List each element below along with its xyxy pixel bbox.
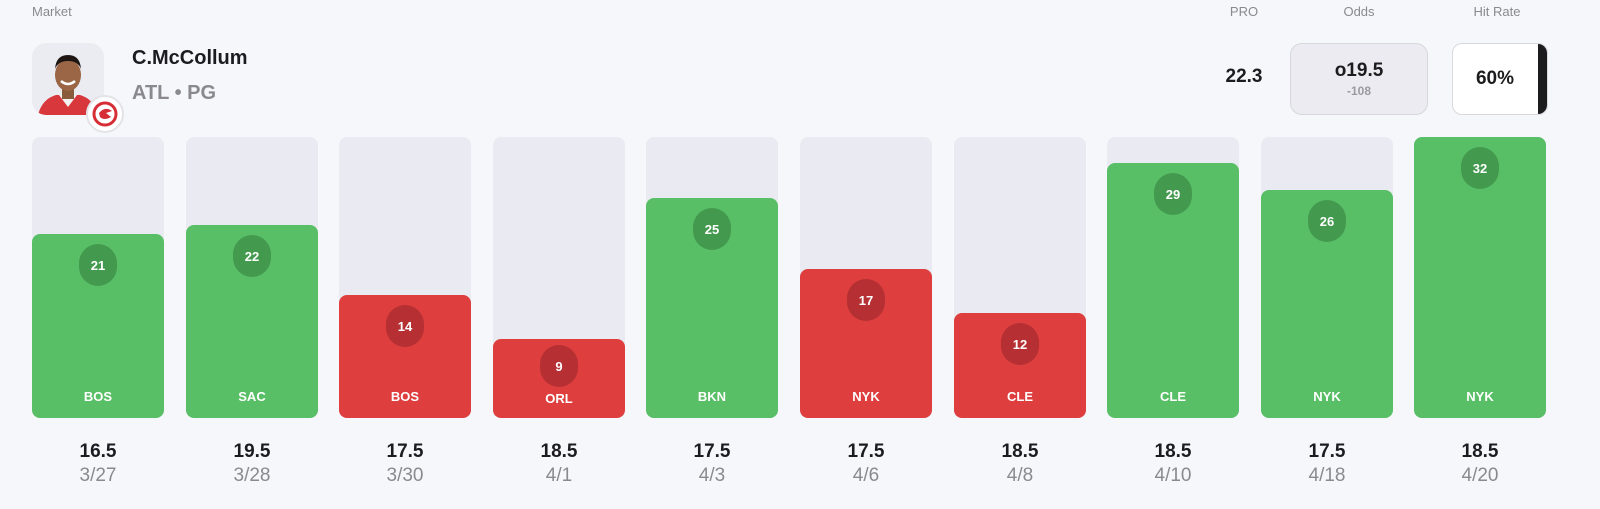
odds-column-label: Odds — [1343, 4, 1375, 19]
game-bar-over: 21 BOS — [32, 234, 164, 418]
prop-line-value: 17.5 — [386, 441, 424, 462]
game-bar-under: 14 BOS — [339, 295, 471, 418]
stat-value-badge: 17 — [847, 279, 885, 321]
opponent-label: ORL — [545, 391, 573, 406]
game-bar-over: 32 NYK — [1414, 137, 1546, 418]
game-bar-column[interactable]: 25 BKN — [646, 137, 778, 418]
stat-value-badge: 26 — [1308, 200, 1346, 242]
player-avatar — [32, 43, 124, 133]
game-bar-over: 25 BKN — [646, 198, 778, 418]
game-footer-item: 18.5 4/8 — [954, 441, 1086, 487]
game-bar-column[interactable]: 17 NYK — [800, 137, 932, 418]
prop-line-value: 19.5 — [233, 441, 271, 462]
player-name: C.McCollum — [132, 47, 248, 69]
game-date: 4/1 — [545, 465, 573, 486]
game-date: 4/10 — [1154, 465, 1192, 486]
game-date: 3/30 — [386, 465, 424, 486]
hit-rate-box[interactable]: 60% — [1452, 43, 1548, 115]
game-footer-item: 19.5 3/28 — [186, 441, 318, 487]
game-bar-over: 26 NYK — [1261, 190, 1393, 418]
stat-value-badge: 25 — [693, 208, 731, 250]
game-bar-column[interactable]: 9 ORL — [493, 137, 625, 418]
game-bar-over: 29 CLE — [1107, 163, 1239, 418]
hit-rate-column-label: Hit Rate — [1473, 4, 1521, 19]
prop-line-value: 17.5 — [1308, 441, 1346, 462]
pro-projection-value: 22.3 — [1225, 66, 1263, 87]
game-log-chart: 21 BOS 22 SAC 14 BOS 9 ORL 25 BKN 17 NYK 12 CLE 29 CLE 2… — [32, 137, 1548, 418]
game-footer-item: 18.5 4/1 — [493, 441, 625, 487]
game-bar-column[interactable]: 26 NYK — [1261, 137, 1393, 418]
game-date: 4/20 — [1461, 465, 1499, 486]
game-date: 4/6 — [852, 465, 880, 486]
odds-button[interactable]: o19.5 -108 — [1290, 43, 1428, 115]
hit-rate-indicator — [1538, 44, 1547, 114]
opponent-label: SAC — [238, 389, 266, 404]
stat-value-badge: 14 — [386, 305, 424, 347]
game-bar-column[interactable]: 29 CLE — [1107, 137, 1239, 418]
stat-value-badge: 29 — [1154, 173, 1192, 215]
game-footer-item: 18.5 4/10 — [1107, 441, 1239, 487]
game-bar-under: 17 NYK — [800, 269, 932, 418]
game-footer-item: 17.5 4/3 — [646, 441, 778, 487]
stat-value-badge: 32 — [1461, 147, 1499, 189]
opponent-label: CLE — [1160, 389, 1186, 404]
pro-column-label: PRO — [1229, 4, 1259, 19]
game-bar-column[interactable]: 32 NYK — [1414, 137, 1546, 418]
game-bar-under: 12 CLE — [954, 313, 1086, 418]
game-date: 3/27 — [79, 465, 117, 486]
game-date: 4/18 — [1308, 465, 1346, 486]
stat-value-badge: 21 — [79, 244, 117, 286]
player-team-position: ATL • PG — [132, 82, 217, 104]
opponent-label: CLE — [1007, 389, 1033, 404]
game-footer-item: 18.5 4/20 — [1414, 441, 1546, 487]
prop-line-value: 18.5 — [1154, 441, 1192, 462]
opponent-label: BOS — [83, 389, 113, 404]
game-bar-column[interactable]: 21 BOS — [32, 137, 164, 418]
opponent-label: NYK — [1313, 389, 1341, 404]
odds-line: o19.5 — [1334, 60, 1384, 81]
game-bar-column[interactable]: 14 BOS — [339, 137, 471, 418]
player-header: C.McCollum ATL • PG — [32, 43, 248, 133]
prop-line-value: 18.5 — [1001, 441, 1039, 462]
stat-value-badge: 12 — [1001, 323, 1039, 365]
game-footer-item: 17.5 4/18 — [1261, 441, 1393, 487]
game-date: 4/3 — [698, 465, 726, 486]
prop-line-value: 18.5 — [540, 441, 578, 462]
game-bar-under: 9 ORL — [493, 339, 625, 418]
game-date: 4/8 — [1006, 465, 1034, 486]
prop-line-value: 16.5 — [79, 441, 117, 462]
odds-price: -108 — [1346, 84, 1372, 98]
market-label: Market — [32, 4, 72, 19]
atlanta-hawks-logo-icon — [86, 95, 124, 133]
game-bar-over: 22 SAC — [186, 225, 318, 418]
hit-rate-value: 60% — [1475, 68, 1515, 89]
game-bar-column[interactable]: 22 SAC — [186, 137, 318, 418]
opponent-label: BKN — [697, 389, 727, 404]
opponent-label: NYK — [1466, 389, 1494, 404]
game-footer-item: 17.5 3/30 — [339, 441, 471, 487]
game-date: 3/28 — [233, 465, 271, 486]
game-footer-item: 17.5 4/6 — [800, 441, 932, 487]
opponent-label: BOS — [390, 389, 420, 404]
stat-value-badge: 22 — [233, 235, 271, 277]
prop-line-value: 17.5 — [693, 441, 731, 462]
opponent-label: NYK — [852, 389, 880, 404]
game-bar-column[interactable]: 12 CLE — [954, 137, 1086, 418]
prop-line-value: 18.5 — [1461, 441, 1499, 462]
player-headshot-icon — [38, 55, 98, 115]
prop-line-value: 17.5 — [847, 441, 885, 462]
stat-value-badge: 9 — [540, 345, 578, 387]
game-footer-item: 16.5 3/27 — [32, 441, 164, 487]
